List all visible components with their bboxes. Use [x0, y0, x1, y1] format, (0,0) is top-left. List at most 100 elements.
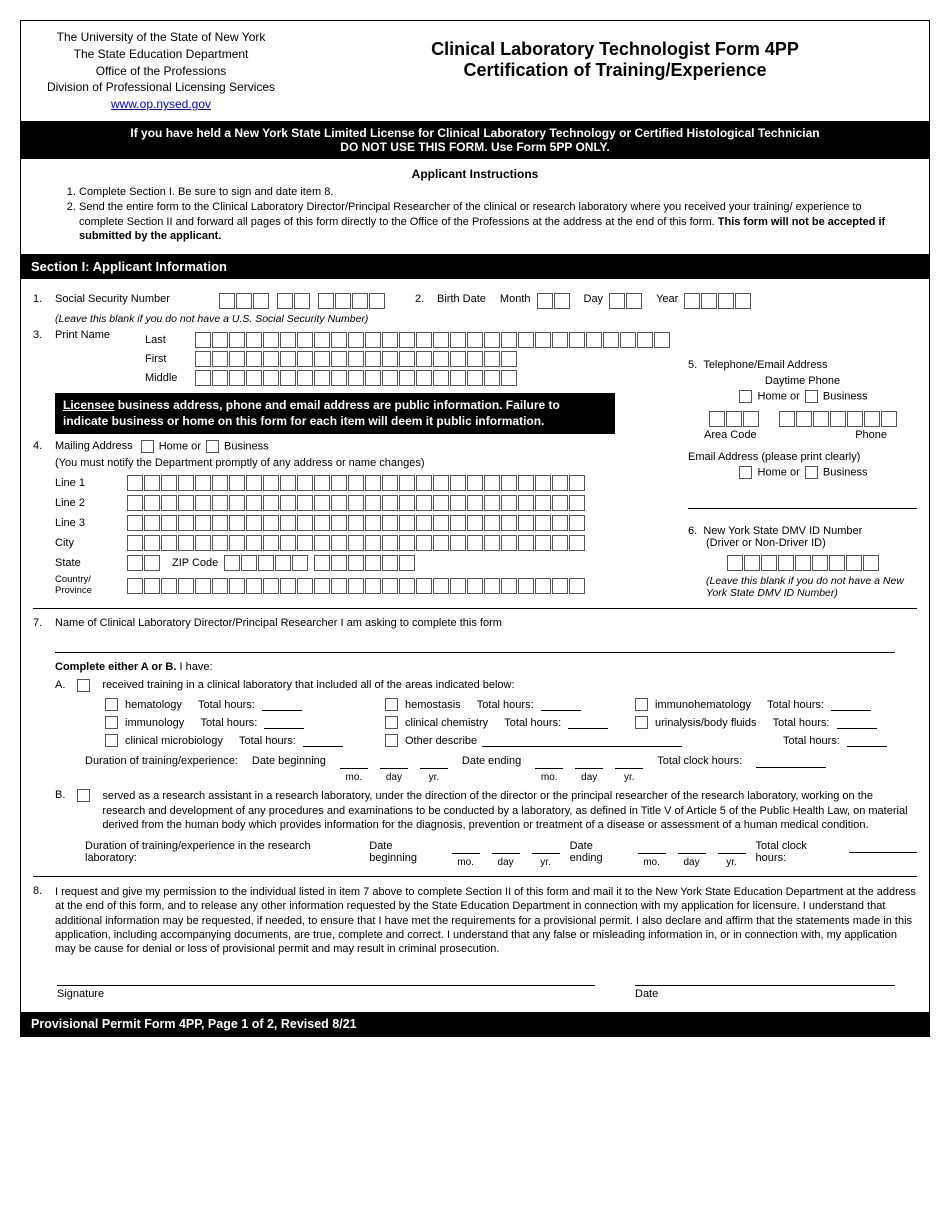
- month-label: Month: [500, 293, 531, 305]
- day-boxes[interactable]: [609, 293, 642, 309]
- area-label: Area Code: [704, 429, 757, 441]
- item3-num: 3.: [33, 329, 55, 341]
- item2-num: 2.: [415, 293, 437, 305]
- microbiology-hours-input[interactable]: [303, 734, 343, 747]
- immunohematology-hours: Total hours:: [767, 699, 824, 711]
- item7-label: Name of Clinical Laboratory Director/Pri…: [55, 617, 502, 629]
- email-home-label: Home or: [758, 467, 800, 479]
- begin-a-mo: mo.: [340, 772, 368, 783]
- option-b-checkbox[interactable]: [77, 789, 90, 802]
- email-business-checkbox[interactable]: [805, 466, 818, 479]
- addr-home-checkbox[interactable]: [141, 440, 154, 453]
- date-begin-a: Date beginning: [252, 755, 326, 767]
- microbiology-hours: Total hours:: [239, 735, 296, 747]
- line1-label: Line 1: [55, 477, 127, 489]
- total-hours-b-input[interactable]: [849, 840, 917, 853]
- country-boxes[interactable]: [127, 578, 585, 594]
- end-a-day: day: [575, 772, 603, 783]
- banner-line2: DO NOT USE THIS FORM. Use Form 5PP ONLY.: [81, 140, 869, 154]
- org-line1: The University of the State of New York: [27, 29, 295, 46]
- middle-boxes[interactable]: [195, 370, 517, 386]
- state-label: State: [55, 557, 127, 569]
- hemostasis-checkbox[interactable]: [385, 698, 398, 711]
- other-hours-input[interactable]: [847, 734, 887, 747]
- date-end-a-input[interactable]: mo. day yr.: [535, 755, 643, 783]
- email-home-checkbox[interactable]: [739, 466, 752, 479]
- org-line4: Division of Professional Licensing Servi…: [27, 79, 295, 96]
- end-b-yr: yr.: [718, 857, 746, 868]
- city-boxes[interactable]: [127, 535, 585, 551]
- notice-rest: business address, phone and email addres…: [63, 398, 560, 428]
- dmv-label: New York State DMV ID Number: [703, 525, 862, 537]
- email-input-line[interactable]: [688, 487, 917, 509]
- immunology-hours-input[interactable]: [264, 716, 304, 729]
- hematology-hours-input[interactable]: [262, 698, 302, 711]
- first-label: First: [145, 353, 195, 365]
- immunology-checkbox[interactable]: [105, 716, 118, 729]
- date-end-a: Date ending: [462, 755, 521, 767]
- end-a-mo: mo.: [535, 772, 563, 783]
- microbiology-label: clinical microbiology: [125, 735, 223, 747]
- immunohematology-hours-input[interactable]: [831, 698, 871, 711]
- addr-business-checkbox[interactable]: [206, 440, 219, 453]
- org-link[interactable]: www.op.nysed.gov: [111, 97, 211, 111]
- end-b-mo: mo.: [638, 857, 666, 868]
- zip-boxes[interactable]: [224, 555, 415, 571]
- form-container: The University of the State of New York …: [20, 20, 930, 1037]
- phone-boxes-input[interactable]: [779, 411, 897, 427]
- footer: Provisional Permit Form 4PP, Page 1 of 2…: [21, 1012, 929, 1036]
- email-business-label: Business: [823, 467, 868, 479]
- hematology-label: hematology: [125, 699, 182, 711]
- total-hours-a-input[interactable]: [756, 755, 826, 768]
- urinalysis-checkbox[interactable]: [635, 716, 648, 729]
- last-boxes[interactable]: [195, 332, 670, 348]
- end-b-day: day: [678, 857, 706, 868]
- date-end-b-input[interactable]: mo. day yr.: [638, 840, 746, 868]
- instructions-heading: Applicant Instructions: [41, 167, 909, 181]
- month-boxes[interactable]: [537, 293, 570, 309]
- other-describe-input[interactable]: [482, 734, 682, 747]
- notice-lead: Licensee: [63, 398, 114, 412]
- banner-line1: If you have held a New York State Limite…: [81, 126, 869, 140]
- other-checkbox[interactable]: [385, 734, 398, 747]
- microbiology-checkbox[interactable]: [105, 734, 118, 747]
- ssn-boxes[interactable]: [219, 293, 385, 309]
- right-column: 5. Telephone/Email Address Daytime Phone…: [670, 325, 917, 600]
- option-a-letter: A.: [55, 679, 65, 692]
- public-info-notice: Licensee business address, phone and ema…: [55, 393, 615, 434]
- dmv-boxes[interactable]: [727, 555, 879, 571]
- option-a-text: received training in a clinical laborato…: [102, 679, 514, 692]
- line2-boxes[interactable]: [127, 495, 585, 511]
- date-begin-b: Date beginning: [369, 840, 441, 864]
- immunohematology-checkbox[interactable]: [635, 698, 648, 711]
- areacode-boxes[interactable]: [709, 411, 759, 427]
- option-a-checkbox[interactable]: [77, 679, 90, 692]
- birth-label: Birth Date: [437, 293, 486, 305]
- clinchem-checkbox[interactable]: [385, 716, 398, 729]
- title-line2: Certification of Training/Experience: [311, 60, 919, 81]
- date-begin-b-input[interactable]: mo. day yr.: [452, 840, 560, 868]
- line1-boxes[interactable]: [127, 475, 585, 491]
- phone-home-checkbox[interactable]: [739, 390, 752, 403]
- option-b-letter: B.: [55, 789, 65, 801]
- phone-home-label: Home or: [758, 391, 800, 403]
- urinalysis-hours-input[interactable]: [837, 716, 877, 729]
- line3-boxes[interactable]: [127, 515, 585, 531]
- first-boxes[interactable]: [195, 351, 517, 367]
- state-boxes[interactable]: [127, 555, 160, 571]
- clinchem-hours: Total hours:: [504, 717, 561, 729]
- duration-a-label: Duration of training/experience:: [85, 755, 238, 767]
- hemostasis-hours-input[interactable]: [541, 698, 581, 711]
- name-phone-block: 3. Print Name Last First Middle Licensee…: [33, 325, 917, 600]
- email-label: Email Address (please print clearly): [688, 451, 917, 463]
- immunohematology-label: immunohematology: [655, 699, 751, 711]
- immunology-label: immunology: [125, 717, 184, 729]
- year-boxes[interactable]: [684, 293, 751, 309]
- date-begin-a-input[interactable]: mo. day yr.: [340, 755, 448, 783]
- year-label: Year: [656, 293, 678, 305]
- director-input-line[interactable]: [55, 633, 895, 653]
- clinchem-hours-input[interactable]: [568, 716, 608, 729]
- header: The University of the State of New York …: [21, 21, 929, 121]
- phone-business-checkbox[interactable]: [805, 390, 818, 403]
- hematology-checkbox[interactable]: [105, 698, 118, 711]
